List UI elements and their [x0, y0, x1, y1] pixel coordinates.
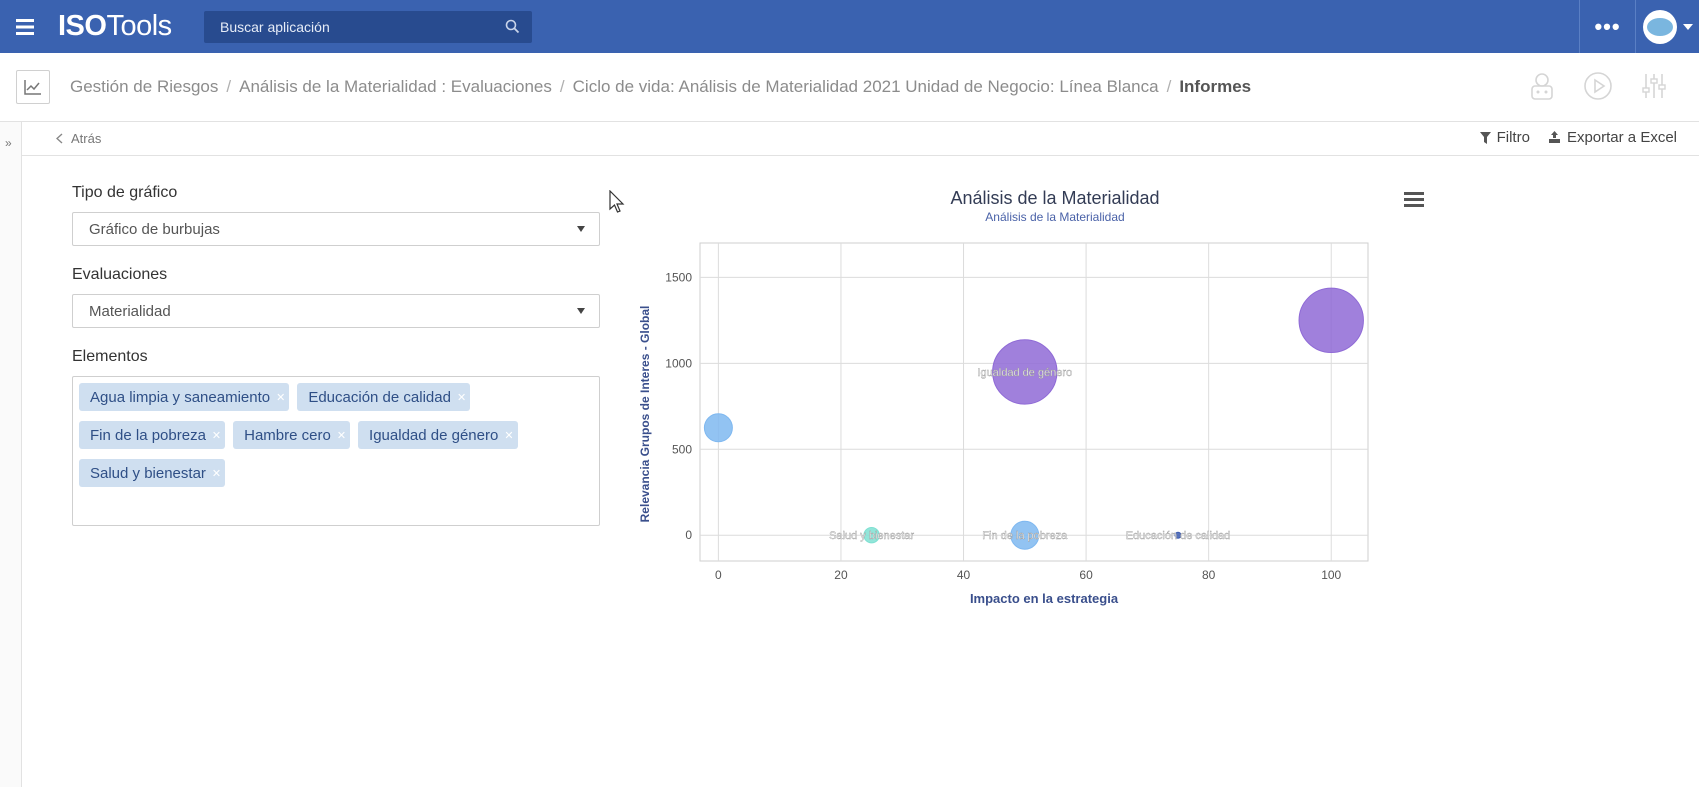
remove-tag-icon[interactable]: ✕ — [456, 391, 467, 404]
filter-icon — [1479, 131, 1491, 144]
element-tag[interactable]: Igualdad de género ✕ — [358, 421, 518, 449]
chart-menu-icon[interactable] — [1404, 192, 1424, 210]
back-label: Atrás — [71, 131, 102, 146]
elements-label: Elementos — [72, 348, 148, 365]
chart-type-select[interactable]: Gráfico de burbujas — [72, 212, 600, 246]
back-button[interactable]: Atrás — [56, 131, 101, 146]
bubble-label: Educación de calidad — [1126, 530, 1231, 542]
search-input[interactable]: Buscar aplicación — [204, 10, 532, 43]
element-tag[interactable]: Agua limpia y saneamiento ✕ — [79, 383, 290, 411]
search-placeholder: Buscar aplicación — [220, 18, 330, 35]
chart-subtitle: Análisis de la Materialidad — [985, 210, 1125, 224]
toolbar: Atrás Filtro Exportar a Excel — [22, 122, 1699, 156]
breadcrumb-item[interactable]: Análisis de la Materialidad : Evaluacion… — [239, 77, 552, 96]
element-tag[interactable]: Hambre cero ✕ — [233, 421, 351, 449]
breadcrumb-current: Informes — [1179, 77, 1252, 96]
play-icon[interactable] — [1583, 69, 1613, 103]
expand-icon[interactable]: » — [5, 136, 12, 150]
bubble — [703, 413, 733, 443]
y-axis-label: Relevancia Grupos de Interes - Global — [638, 306, 652, 523]
evaluations-value: Materialidad — [89, 302, 171, 320]
chart-title: Análisis de la Materialidad — [950, 188, 1160, 208]
remove-tag-icon[interactable]: ✕ — [211, 467, 222, 480]
more-options-button[interactable]: ••• — [1579, 0, 1635, 53]
settings-sliders-icon[interactable] — [1639, 69, 1669, 103]
bubble — [992, 339, 1058, 405]
side-rail: » — [0, 122, 22, 787]
y-tick-label: 1500 — [665, 270, 692, 284]
elements-multiselect[interactable]: Agua limpia y saneamiento ✕ Educación de … — [72, 376, 600, 526]
avatar — [1642, 9, 1677, 44]
remove-tag-icon[interactable]: ✕ — [211, 429, 222, 442]
y-tick-label: 1000 — [665, 356, 692, 370]
element-tag[interactable]: Salud y bienestar ✕ — [79, 459, 226, 487]
x-tick-label: 60 — [1079, 568, 1093, 582]
y-tick-label: 0 — [685, 528, 692, 542]
export-excel-button[interactable]: Exportar a Excel — [1548, 129, 1677, 146]
export-icon — [1548, 131, 1560, 143]
caret-down-icon — [577, 226, 585, 232]
element-tag[interactable]: Educación de calidad ✕ — [297, 383, 471, 411]
menu-icon[interactable] — [0, 0, 50, 53]
x-axis-label: Impacto en la estrategia — [970, 591, 1119, 606]
chart-icon[interactable] — [16, 70, 50, 104]
breadcrumb-item[interactable]: Ciclo de vida: Análisis de Materialidad … — [572, 77, 1159, 96]
bubble — [1174, 531, 1182, 539]
chart-options-form: Tipo de gráfico Gráfico de burbujas Eval… — [72, 184, 600, 546]
chevron-left-icon — [56, 133, 63, 144]
filter-label: Filtro — [1496, 129, 1530, 146]
robot-icon[interactable] — [1527, 69, 1557, 103]
x-tick-label: 0 — [715, 568, 722, 582]
mouse-cursor-icon — [609, 190, 625, 213]
user-menu[interactable] — [1635, 0, 1699, 53]
chart-type-value: Gráfico de burbujas — [89, 220, 220, 238]
bubble-label: Igualdad de género — [977, 367, 1072, 379]
top-bar: ISOTools Buscar aplicación ••• — [0, 0, 1699, 53]
evaluations-label: Evaluaciones — [72, 266, 168, 283]
chart-type-label: Tipo de gráfico — [72, 184, 178, 201]
bubble-label: Salud y bienestar — [829, 530, 914, 542]
x-tick-label: 80 — [1202, 568, 1216, 582]
app-logo[interactable]: ISOTools — [58, 10, 172, 42]
caret-down-icon — [577, 308, 585, 314]
x-tick-label: 20 — [834, 568, 848, 582]
bubble-label: Fin de la pobreza — [982, 530, 1068, 542]
remove-tag-icon[interactable]: ✕ — [336, 429, 347, 442]
export-label: Exportar a Excel — [1566, 129, 1677, 146]
chevron-down-icon — [1682, 23, 1693, 30]
x-tick-label: 100 — [1321, 568, 1341, 582]
search-icon — [505, 19, 520, 34]
element-tag[interactable]: Fin de la pobreza ✕ — [79, 421, 226, 449]
breadcrumb-item[interactable]: Gestión de Riesgos — [70, 77, 219, 96]
bubble — [1298, 287, 1364, 354]
remove-tag-icon[interactable]: ✕ — [504, 429, 514, 442]
bubble — [1010, 520, 1040, 550]
breadcrumb: Gestión de Riesgos / Análisis de la Mate… — [70, 77, 1252, 96]
remove-tag-icon[interactable]: ✕ — [276, 391, 286, 404]
filter-button[interactable]: Filtro — [1479, 129, 1530, 146]
x-tick-label: 40 — [957, 568, 971, 582]
y-tick-label: 500 — [672, 442, 692, 456]
breadcrumb-bar: Gestión de Riesgos / Análisis de la Mate… — [0, 53, 1699, 122]
bubble — [863, 527, 880, 544]
evaluations-select[interactable]: Materialidad — [72, 294, 600, 328]
